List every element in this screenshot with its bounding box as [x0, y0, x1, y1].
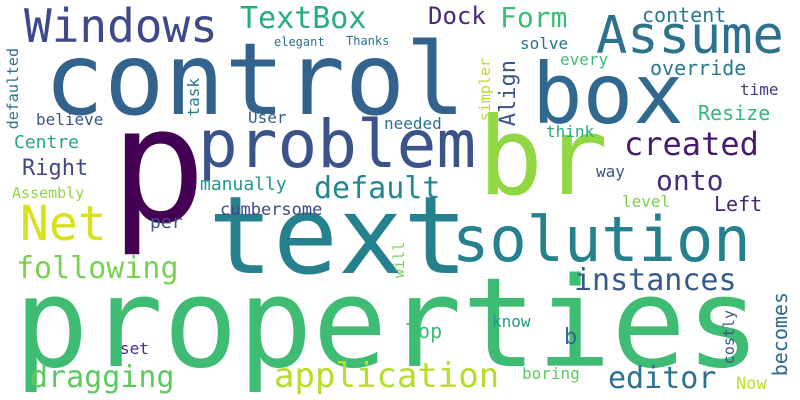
word-costly: costly — [722, 310, 737, 364]
word-windows: Windows — [24, 3, 218, 49]
word-believe: believe — [36, 112, 103, 128]
word-will: will — [392, 242, 407, 278]
word-resize: Resize — [698, 103, 770, 123]
word-cumbersome: cumbersome — [220, 202, 322, 219]
word-left: Left — [714, 194, 762, 214]
word-form: Form — [500, 4, 567, 32]
word-dragging: dragging — [30, 363, 175, 393]
word-boring: boring — [522, 366, 580, 382]
word-set: set — [120, 341, 149, 357]
word-default: default — [314, 174, 440, 204]
word-dock: Dock — [428, 4, 486, 28]
word-time: time — [740, 82, 779, 98]
word-think: think — [546, 124, 594, 140]
word-simpler: simpler — [478, 58, 493, 121]
word-onto: onto — [656, 167, 723, 195]
word-manually: manually — [200, 176, 287, 194]
word-textbox: TextBox — [240, 4, 366, 34]
word-override: override — [650, 58, 746, 78]
word-task: task — [186, 78, 202, 117]
word-content: content — [642, 5, 726, 25]
word-every: every — [560, 52, 608, 68]
word-needed: needed — [384, 116, 442, 132]
word-align: Align — [498, 60, 520, 126]
word-top: Top — [406, 321, 442, 341]
word-level: level — [622, 194, 670, 210]
word-user: User — [248, 110, 287, 126]
word-defaulted: defaulted — [6, 48, 21, 129]
word-net: Net — [20, 200, 107, 248]
word-right: Right — [22, 158, 88, 180]
word-following: following — [16, 254, 179, 284]
word-elegant: elegant — [274, 36, 325, 48]
word-assembly: Assembly — [12, 186, 84, 201]
word-way: way — [596, 164, 625, 180]
word-per: per — [150, 214, 183, 232]
word-solution: solution — [452, 209, 751, 271]
word-editor: editor — [608, 364, 716, 394]
word-thanks: Thanks — [346, 35, 389, 47]
word-b: b — [564, 327, 577, 349]
word-created: created — [624, 128, 759, 160]
word-know: know — [492, 314, 531, 330]
word-solve: solve — [520, 36, 568, 52]
word-centre: Centre — [14, 134, 79, 152]
word-application: application — [274, 359, 499, 393]
word-instances: instances — [574, 266, 737, 296]
word-becomes: becomes — [770, 292, 790, 376]
word-now: Now — [736, 376, 767, 393]
